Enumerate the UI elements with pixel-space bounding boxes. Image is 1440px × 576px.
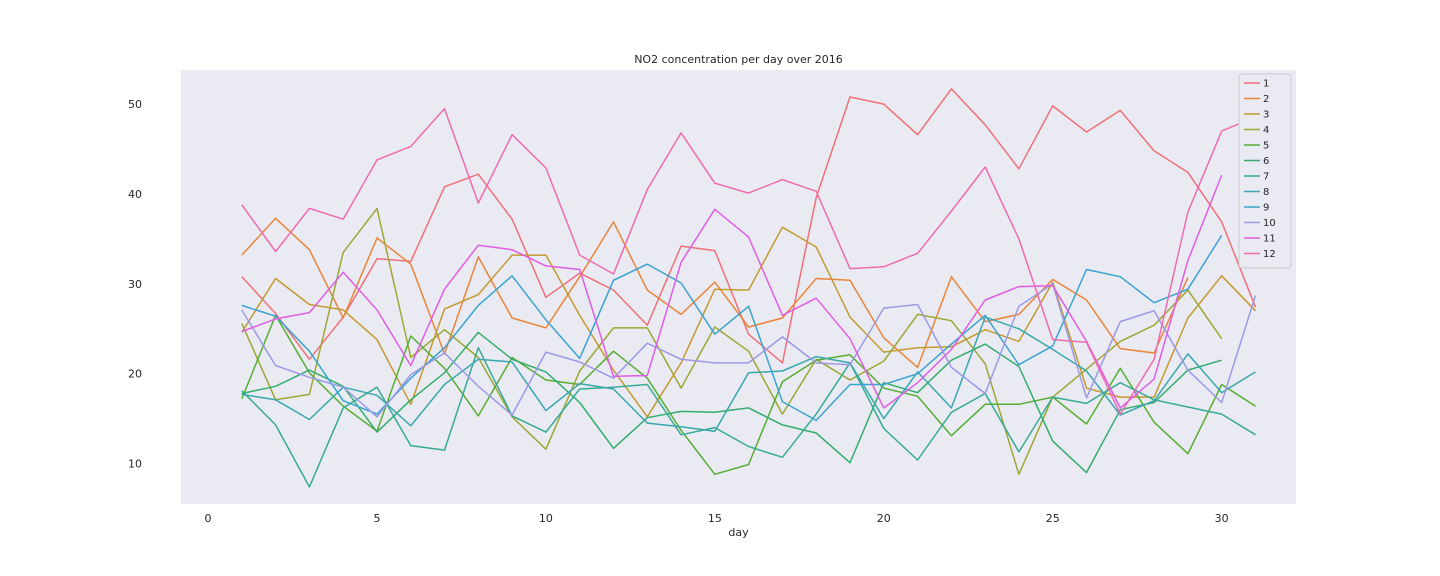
- x-tick-label: 0: [205, 512, 212, 525]
- legend-label-12: 12: [1263, 249, 1276, 260]
- legend-label-4: 4: [1263, 125, 1269, 136]
- legend-label-10: 10: [1263, 218, 1276, 229]
- series-line-10: [241, 283, 1257, 418]
- x-axis-label: day: [728, 526, 749, 539]
- series-line-5: [241, 314, 1256, 476]
- y-tick-labels: 10 20 30 40 50: [128, 98, 142, 470]
- legend-label-9: 9: [1263, 203, 1269, 214]
- legend-label-7: 7: [1263, 172, 1269, 183]
- legend-label-11: 11: [1263, 234, 1276, 245]
- x-tick-label: 15: [708, 512, 722, 525]
- series-line-2: [241, 217, 1189, 369]
- y-tick-label: 30: [128, 278, 142, 291]
- legend-label-2: 2: [1263, 94, 1269, 105]
- series-line-4: [241, 207, 1223, 476]
- x-tick-label: 30: [1215, 512, 1229, 525]
- x-tick-label: 25: [1046, 512, 1060, 525]
- legend-label-3: 3: [1263, 110, 1269, 121]
- x-tick-label: 5: [373, 512, 380, 525]
- legend-label-6: 6: [1263, 156, 1269, 167]
- x-tick-label: 20: [877, 512, 891, 525]
- chart-title: NO2 concentration per day over 2016: [634, 53, 843, 66]
- series-line-11: [241, 174, 1223, 409]
- series-line-8: [241, 316, 1256, 432]
- legend-label-8: 8: [1263, 187, 1269, 198]
- x-tick-label: 10: [539, 512, 553, 525]
- series-line-6: [241, 331, 1222, 474]
- y-tick-label: 40: [128, 188, 142, 201]
- y-tick-label: 10: [128, 458, 142, 471]
- legend-label-5: 5: [1263, 141, 1269, 152]
- plot-area: [181, 70, 1296, 504]
- legend-label-1: 1: [1263, 79, 1269, 90]
- series-line-9: [241, 234, 1223, 422]
- legend-frame: [1238, 73, 1292, 269]
- series-line-7: [241, 346, 1256, 488]
- series-line-3: [241, 226, 1257, 418]
- series-line-12: [241, 107, 1256, 415]
- x-tick-labels: 0 5 10 15 20 25 30: [205, 512, 1229, 525]
- y-tick-label: 20: [128, 368, 142, 381]
- series-layer: [241, 88, 1257, 488]
- y-tick-label: 50: [128, 98, 142, 111]
- series-line-1: [241, 88, 1257, 364]
